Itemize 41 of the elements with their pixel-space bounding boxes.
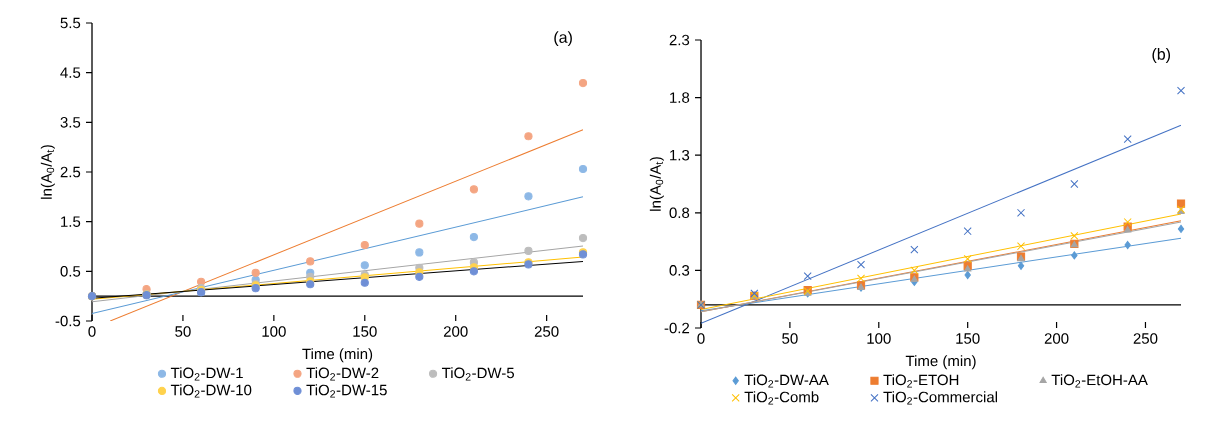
- legend-label: TiO$_{2}$-DW-15: [306, 384, 387, 398]
- y-tick-label: -0.5: [55, 315, 81, 327]
- legend-label: TiO$_{2}$-DW-1: [170, 367, 243, 381]
- y-axis-title: ln(A$_{0}$/A$_{t}$): [40, 145, 55, 199]
- y-tick-label: 1.5: [61, 216, 81, 227]
- y-tick-label: 5.5: [60, 17, 81, 29]
- x-tick-label: 250: [534, 326, 559, 337]
- x-tick-label: 250: [1133, 333, 1158, 344]
- legend-label: TiO$_{2}$-DW-2: [306, 367, 379, 381]
- y-tick-label: 2.3: [669, 34, 690, 46]
- y-tick-label: 0.8: [669, 207, 690, 219]
- x-axis-title: Time (min): [905, 355, 976, 370]
- legend-label: TiO$_{2}$-ETOH: [883, 374, 959, 388]
- y-tick-label: 2.5: [60, 166, 81, 178]
- x-tick-label: 100: [867, 333, 891, 344]
- x-tick-label: 150: [353, 326, 377, 337]
- x-axis-title: Time (min): [302, 348, 373, 363]
- legend-label: TiO$_{2}$-Comb: [744, 391, 819, 405]
- y-tick-label: 0.3: [669, 265, 690, 276]
- x-tick-label: 0: [88, 326, 96, 337]
- y-tick-label: 1.8: [670, 92, 690, 103]
- x-tick-label: 150: [956, 333, 980, 344]
- y-tick-label: -0.2: [664, 322, 690, 334]
- y-axis-title: ln(A$_{0}$/A$_{t}$): [649, 157, 664, 211]
- x-tick-label: 200: [443, 326, 468, 337]
- x-tick-label: 0: [697, 333, 705, 344]
- legend-label: TiO$_{2}$-EtOH-AA: [1051, 374, 1148, 388]
- legend-label: TiO$_{2}$-DW-10: [170, 384, 252, 398]
- legend-label: TiO$_{2}$-DW-5: [441, 367, 515, 381]
- x-tick-label: 100: [262, 326, 286, 337]
- y-tick-label: 1.3: [670, 149, 690, 161]
- x-tick-label: 50: [782, 333, 798, 344]
- legend-label: TiO$_{2}$-DW-AA: [744, 374, 829, 388]
- x-tick-label: 50: [175, 326, 191, 337]
- y-tick-label: 3.5: [60, 117, 81, 128]
- annotation: (b): [1152, 48, 1171, 63]
- y-tick-label: 4.5: [60, 67, 81, 78]
- y-tick-label: 0.5: [60, 266, 81, 277]
- legend-label: TiO$_{2}$-Commercial: [883, 391, 997, 405]
- x-tick-label: 200: [1044, 333, 1069, 344]
- annotation: (a): [554, 31, 572, 47]
